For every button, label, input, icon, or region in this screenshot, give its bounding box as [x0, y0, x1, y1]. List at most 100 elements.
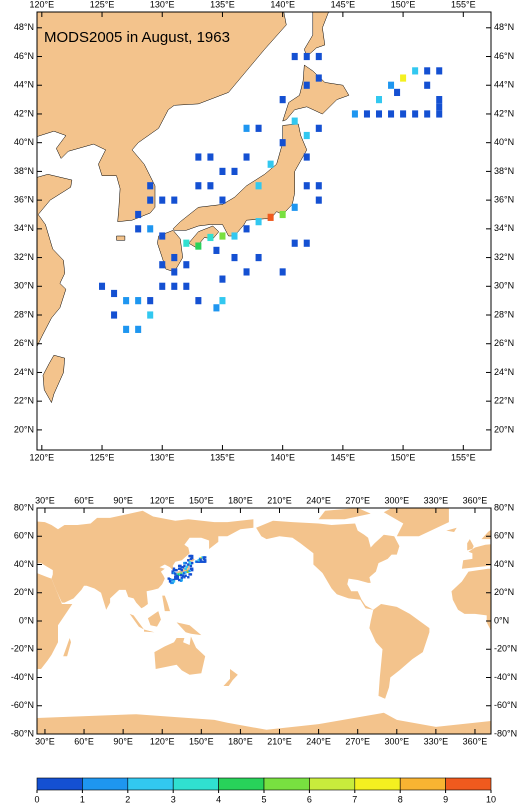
data-cell: [190, 568, 194, 572]
data-cell: [195, 297, 202, 305]
y-tick-label: 40°N: [494, 137, 514, 147]
colorbar-swatch: [82, 777, 129, 791]
data-cell: [172, 578, 176, 582]
x-tick-label: 270°E: [345, 736, 370, 746]
data-cell: [188, 573, 191, 576]
data-cell: [189, 573, 193, 576]
y-tick-label: -80°N: [494, 728, 517, 738]
land: [162, 595, 170, 612]
y-tick-label: 24°N: [14, 367, 34, 377]
data-cell: [171, 196, 178, 204]
data-cell: [303, 52, 310, 61]
land: [318, 508, 371, 520]
land: [446, 527, 457, 532]
data-cell: [180, 566, 183, 569]
data-cell: [188, 561, 191, 564]
data-cell: [195, 242, 202, 250]
x-tick-label: 125°E: [90, 0, 115, 9]
colorbar-swatch: [218, 777, 265, 791]
data-cell: [187, 559, 190, 562]
data-cell: [147, 196, 154, 204]
data-cell: [159, 232, 166, 240]
y-tick-label: -20°N: [11, 644, 34, 654]
data-cell: [315, 124, 322, 132]
x-tick-label: 180°E: [228, 736, 253, 746]
data-cell: [279, 96, 286, 104]
data-cell: [175, 576, 178, 579]
y-tick-label: 28°N: [494, 309, 514, 319]
data-cell: [179, 572, 182, 576]
land: [37, 174, 73, 347]
data-cell: [171, 570, 174, 573]
data-cell: [181, 574, 185, 577]
data-cell: [187, 563, 190, 566]
data-cell: [188, 569, 191, 573]
colorbar-label: 10: [486, 794, 496, 804]
data-cell: [172, 567, 176, 570]
data-cell: [187, 570, 190, 573]
regional-cells: [99, 52, 443, 333]
data-cell: [436, 110, 443, 118]
map-title: MODS2005 in August, 1963: [44, 29, 230, 46]
data-cell: [231, 253, 238, 262]
data-cell: [412, 67, 419, 75]
colorbar-swatch: [263, 777, 310, 791]
data-cell: [159, 196, 166, 204]
x-tick-label: 240°E: [306, 736, 331, 746]
data-cell: [388, 110, 395, 118]
data-cell: [189, 567, 193, 570]
x-tick-label: 240°E: [306, 495, 331, 505]
data-cell: [99, 282, 106, 290]
data-cell: [189, 554, 193, 558]
data-cell: [135, 297, 142, 305]
data-cell: [181, 572, 185, 575]
data-cell: [243, 124, 250, 132]
y-tick-label: 28°N: [14, 309, 34, 319]
data-cell: [279, 139, 286, 147]
y-tick-label: 44°N: [494, 80, 514, 90]
x-tick-label: 210°E: [267, 495, 292, 505]
x-tick-label: 120°E: [150, 736, 175, 746]
global-frame: [36, 507, 492, 735]
data-cell: [204, 559, 207, 563]
global-land: [37, 508, 491, 734]
data-cell: [183, 564, 186, 568]
data-cell: [111, 311, 118, 319]
colorbar-label: 6: [307, 794, 312, 804]
data-cell: [279, 268, 286, 276]
y-tick-label: 40°N: [494, 559, 514, 569]
data-cell: [424, 81, 431, 89]
data-cell: [255, 124, 262, 132]
x-tick-label: 300°E: [384, 736, 409, 746]
land: [223, 669, 238, 686]
y-tick-label: -40°N: [494, 672, 517, 682]
data-cell: [200, 556, 203, 560]
data-cell: [219, 297, 226, 305]
data-cell: [171, 253, 178, 262]
data-cell: [315, 52, 322, 61]
data-cell: [177, 573, 181, 576]
data-cell: [111, 289, 118, 298]
data-cell: [177, 564, 181, 568]
y-tick-label: 30°N: [14, 281, 34, 291]
data-cell: [424, 67, 431, 75]
x-tick-label: 145°E: [331, 452, 356, 462]
data-cell: [436, 96, 443, 104]
land: [37, 510, 254, 610]
data-cell: [183, 282, 190, 290]
data-cell: [207, 182, 214, 190]
x-tick-label: 150°E: [391, 0, 416, 9]
data-cell: [267, 160, 274, 168]
data-cell: [388, 81, 395, 89]
x-tick-label: 150°E: [391, 452, 416, 462]
data-cell: [201, 556, 204, 559]
y-tick-label: 42°N: [494, 108, 514, 118]
data-cell: [179, 567, 182, 570]
colorbar-label: 9: [443, 794, 448, 804]
data-cell: [190, 554, 194, 558]
land: [369, 604, 430, 699]
data-cell: [219, 275, 226, 283]
data-cell: [315, 196, 322, 204]
data-cell: [184, 567, 187, 570]
data-cell: [303, 131, 310, 140]
